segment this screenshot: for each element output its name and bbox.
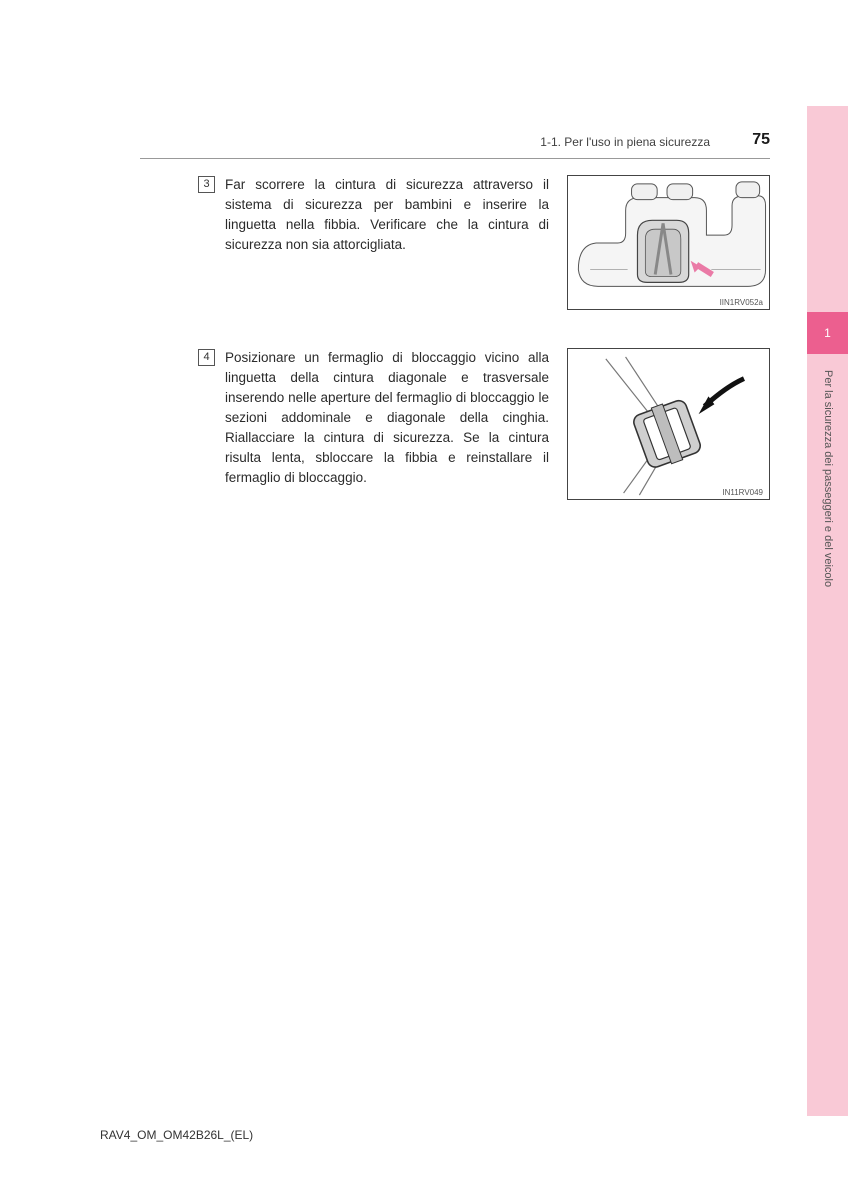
step-text: Far scorrere la cintura di sicurezza att… <box>225 175 567 255</box>
page-number: 75 <box>752 131 770 149</box>
section-label: 1-1. Per l'uso in piena sicurezza <box>140 135 770 149</box>
step-number-badge: 4 <box>198 349 215 366</box>
footer-document-code: RAV4_OM_OM42B26L_(EL) <box>100 1128 253 1142</box>
figure-code: IN11RV049 <box>720 488 765 497</box>
instruction-step: 3 Far scorrere la cintura di sicurezza a… <box>198 175 770 310</box>
locking-clip-illustration-icon <box>568 349 769 499</box>
figure-locking-clip: IN11RV049 <box>567 348 770 500</box>
content-area: 3 Far scorrere la cintura di sicurezza a… <box>198 175 770 538</box>
instruction-step: 4 Posizionare un fermaglio di bloccaggio… <box>198 348 770 500</box>
header-rule <box>140 158 770 159</box>
figure-child-seat: IIN1RV052a <box>567 175 770 310</box>
page-header: 1-1. Per l'uso in piena sicurezza 75 <box>140 135 770 149</box>
side-tab-chapter-title: Per la sicurezza dei passeggeri e del ve… <box>807 360 848 860</box>
child-seat-illustration-icon <box>568 176 769 309</box>
figure-code: IIN1RV052a <box>718 298 765 307</box>
step-text: Posizionare un fermaglio di bloccaggio v… <box>225 348 567 488</box>
step-number-badge: 3 <box>198 176 215 193</box>
side-tab-chapter-number: 1 <box>807 312 848 354</box>
